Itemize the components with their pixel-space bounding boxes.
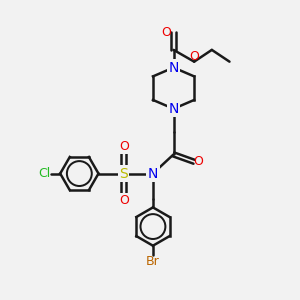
Text: O: O xyxy=(194,155,203,168)
Text: N: N xyxy=(168,102,179,116)
Text: N: N xyxy=(148,167,158,181)
Text: N: N xyxy=(168,61,179,75)
Text: S: S xyxy=(119,167,128,181)
Text: O: O xyxy=(161,26,171,39)
Text: Br: Br xyxy=(146,254,160,268)
Text: O: O xyxy=(119,140,129,153)
Text: Cl: Cl xyxy=(38,167,50,180)
Text: O: O xyxy=(119,194,129,207)
Text: O: O xyxy=(189,50,199,63)
